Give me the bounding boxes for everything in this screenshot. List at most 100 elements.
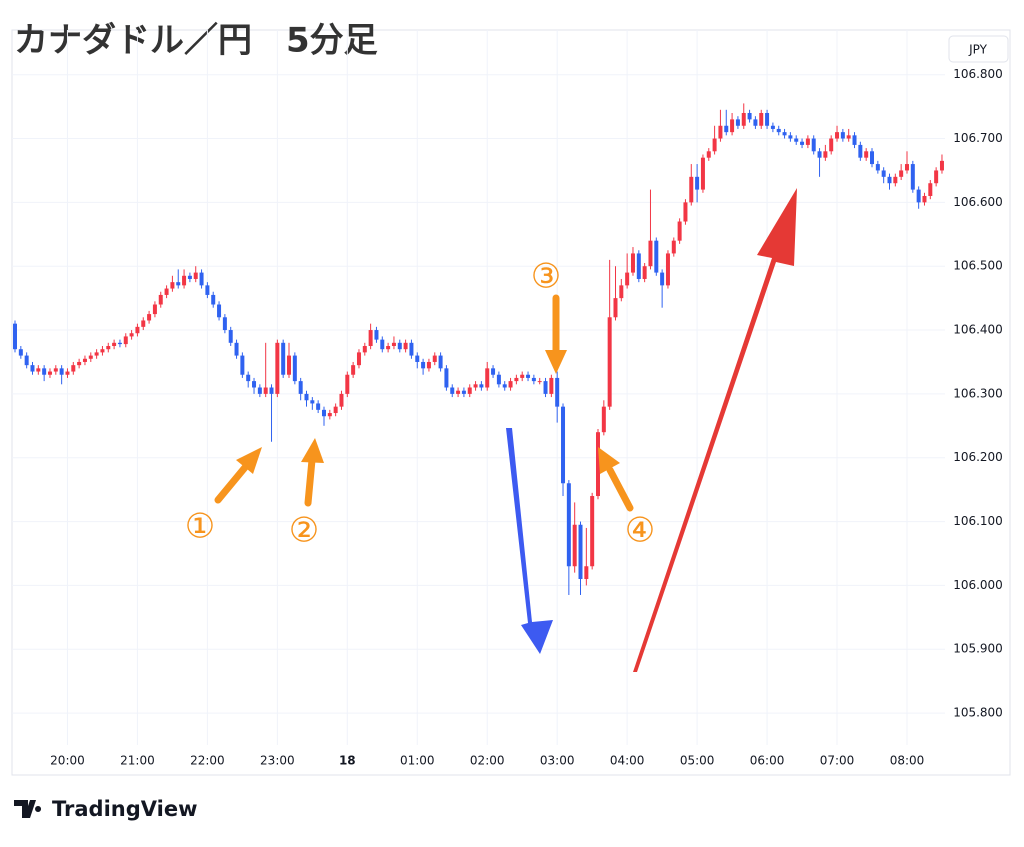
candle-body [386,346,391,350]
candle-body [170,282,175,289]
y-tick-label: 106.600 [953,195,1003,209]
candle-body [18,349,23,356]
candle-body [257,387,262,394]
candle-body [333,406,338,414]
candle-body [846,135,851,139]
y-tick-label: 105.800 [953,706,1003,720]
candle-body [211,294,216,305]
arrow-2 [304,456,316,507]
candle-body [934,170,939,184]
candle-body [578,524,583,580]
candle-body [654,240,659,273]
candle-body [310,400,315,404]
candle-body [584,566,589,580]
candle-body [770,125,775,129]
candle-body [316,403,321,410]
candle-body [287,355,292,375]
x-tick-label: 23:00 [260,754,295,768]
candle-body [100,349,105,353]
candle-body [182,275,187,286]
candle-body [339,393,344,407]
candle-body [217,304,222,318]
candle-body [735,119,740,126]
candle-body [811,138,816,152]
candle-body [543,381,548,394]
candle-body [840,132,845,139]
candle-body [939,160,944,171]
candle-body [875,164,880,171]
candle-body [508,381,513,388]
candle-body [817,151,822,158]
x-tick-label: 05:00 [680,754,715,768]
candle-body [374,330,379,340]
candle-body [904,164,909,171]
candle-body [782,132,787,136]
candle-body [561,406,566,484]
candle-body [438,355,443,369]
candle-body [630,253,635,273]
candle-body [747,112,752,120]
candle-body [765,112,770,126]
candle-body [380,339,385,350]
candle-body [415,355,420,362]
candle-body [252,381,257,388]
candle-body [158,294,163,305]
x-tick-label: 07:00 [820,754,855,768]
candle-body [835,132,840,139]
currency-box [948,35,1009,63]
candle-body [625,272,630,286]
candle-body [899,170,904,177]
candle-body [275,342,280,394]
candle-body [164,288,169,295]
candle-body [345,374,350,394]
candle-body [432,355,437,362]
candle-body [730,119,735,133]
candle-body [246,374,251,382]
candle-body [753,119,758,126]
candle-body [368,330,373,347]
candle-body [321,409,326,417]
candle-body [176,282,181,286]
branding: TradingView [52,797,197,821]
candle-body [362,346,367,353]
y-tick-label: 105.900 [953,642,1003,656]
candle-body [450,387,455,394]
annotation: ③ [531,257,561,297]
candle-body [491,368,496,375]
candle-body [870,151,875,165]
candle-body [776,128,781,133]
candle-body [660,272,665,286]
candle-body [426,361,431,369]
candle-body [403,342,408,350]
x-tick-label: 06:00 [750,754,785,768]
candle-body [858,144,863,158]
candle-body [677,221,682,241]
candle-body [397,342,402,350]
candle-body [555,377,560,407]
candle-body [88,355,93,359]
candle-body [805,138,810,145]
candle-body [648,240,653,267]
arrow-1-head [236,447,262,474]
candle-body [526,374,531,378]
candle-body [794,138,799,142]
candle-body [269,387,274,394]
candle-body [718,125,723,139]
annotation: ④ [625,511,655,551]
candle-body [135,326,140,334]
y-tick-label: 106.400 [953,323,1003,337]
y-tick-label: 106.000 [953,578,1003,592]
candle-body [759,112,764,126]
candle-body [893,176,898,184]
candle-body [444,368,449,388]
candle-body [852,135,857,145]
candle-body [596,432,600,497]
candle-body [461,390,466,394]
candle-body [36,368,41,372]
candle-body [496,374,501,385]
candle-body [298,381,303,394]
arrow-3-head [545,350,567,374]
candle-body [106,346,111,350]
x-tick-label: 04:00 [610,754,645,768]
